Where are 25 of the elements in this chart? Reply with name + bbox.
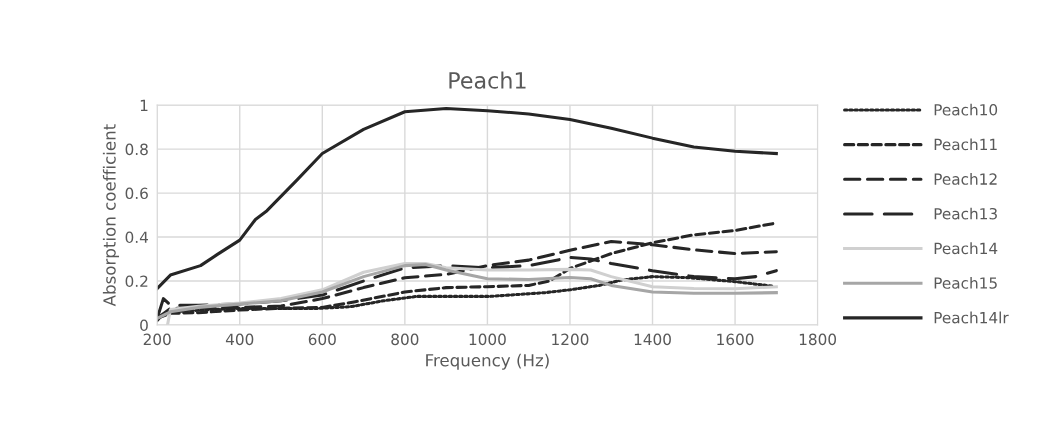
legend-label: Peach15 xyxy=(934,276,997,289)
legend-label: Peach11 xyxy=(934,138,997,151)
legend-label: Peach14lr xyxy=(934,311,1009,324)
legend-label: Peach12 xyxy=(934,173,997,185)
legend-label: Peach14 xyxy=(934,242,998,255)
x-axis-title: Frequency (Hz) xyxy=(426,353,549,370)
y-axis-title: Absorption coefficient xyxy=(102,124,120,307)
legend-label: Peach13 xyxy=(934,207,997,220)
y-tick-label: 0.2 xyxy=(125,275,148,288)
chart-title: Peach1 xyxy=(449,71,526,89)
y-tick-label: 0.8 xyxy=(125,143,148,156)
x-tick-label: 800 xyxy=(391,333,419,346)
x-tick-label: 1800 xyxy=(799,333,837,346)
x-tick-label: 400 xyxy=(225,333,254,346)
x-tick-label: 1000 xyxy=(469,333,506,346)
x-tick-label: 1600 xyxy=(717,333,754,346)
x-tick-label: 1400 xyxy=(634,333,671,346)
x-tick-label: 1200 xyxy=(552,333,589,346)
x-tick-label: 600 xyxy=(308,333,336,346)
x-tick-label: 200 xyxy=(143,333,171,346)
y-tick-label: 0.4 xyxy=(125,231,149,244)
y-tick-label: 0.6 xyxy=(125,187,148,200)
y-tick-label: 0 xyxy=(140,319,148,331)
y-tick-label: 1 xyxy=(140,99,148,111)
legend-label: Peach10 xyxy=(934,103,998,116)
